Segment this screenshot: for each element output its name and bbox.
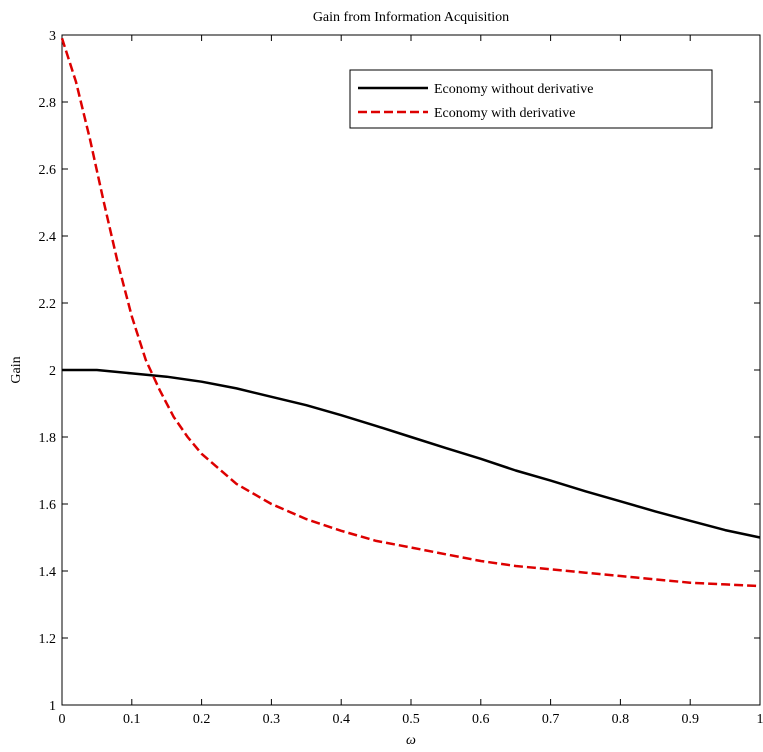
legend: Economy without derivative Economy with d…: [349, 69, 713, 129]
y-tick-label: 2.8: [39, 96, 57, 111]
x-tick-label: 0.3: [263, 712, 281, 727]
y-tick-label: 1.6: [39, 498, 57, 513]
legend-label-1: Economy without derivative: [434, 82, 593, 97]
x-axis-label: ω: [406, 733, 416, 748]
y-tick-label: 1.4: [39, 565, 57, 580]
series-line-2: [60, 37, 761, 588]
series-line-1: [62, 368, 761, 539]
legend-box: [349, 69, 713, 129]
y-tick-label: 2.4: [39, 230, 57, 245]
chart-title: Gain from Information Acquisition: [313, 10, 509, 25]
y-axis-label: Gain: [9, 356, 24, 383]
y-tick-label: 2: [49, 364, 56, 379]
y-tick-label: 1.2: [39, 632, 57, 647]
x-tick-label: 0.8: [612, 712, 630, 727]
x-tick-label: 0.5: [402, 712, 420, 727]
x-tick-label: 0.4: [332, 712, 350, 727]
series-layer: [60, 37, 761, 588]
x-tick-label: 0.6: [472, 712, 490, 727]
plot-frame: [61, 34, 761, 706]
y-axis: 1 1.2 1.4 1.6 1.8 2 2.2 2.4 2.6 2.8 3: [39, 29, 760, 714]
y-tick-label: 2.6: [39, 163, 57, 178]
x-axis: 0 0.1 0.2 0.3 0.4 0.5 0.6 0.7 0.8 0.9 1: [59, 35, 763, 727]
legend-label-2: Economy with derivative: [434, 106, 576, 121]
y-tick-label: 1: [49, 699, 56, 714]
y-tick-label: 3: [49, 29, 56, 44]
x-tick-label: 0: [59, 712, 66, 727]
x-tick-label: 0.2: [193, 712, 211, 727]
y-tick-label: 1.8: [39, 431, 57, 446]
x-tick-label: 1: [757, 712, 763, 727]
x-tick-label: 0.9: [681, 712, 699, 727]
y-tick-label: 2.2: [39, 297, 57, 312]
x-tick-label: 0.1: [123, 712, 141, 727]
x-tick-label: 0.7: [542, 712, 560, 727]
